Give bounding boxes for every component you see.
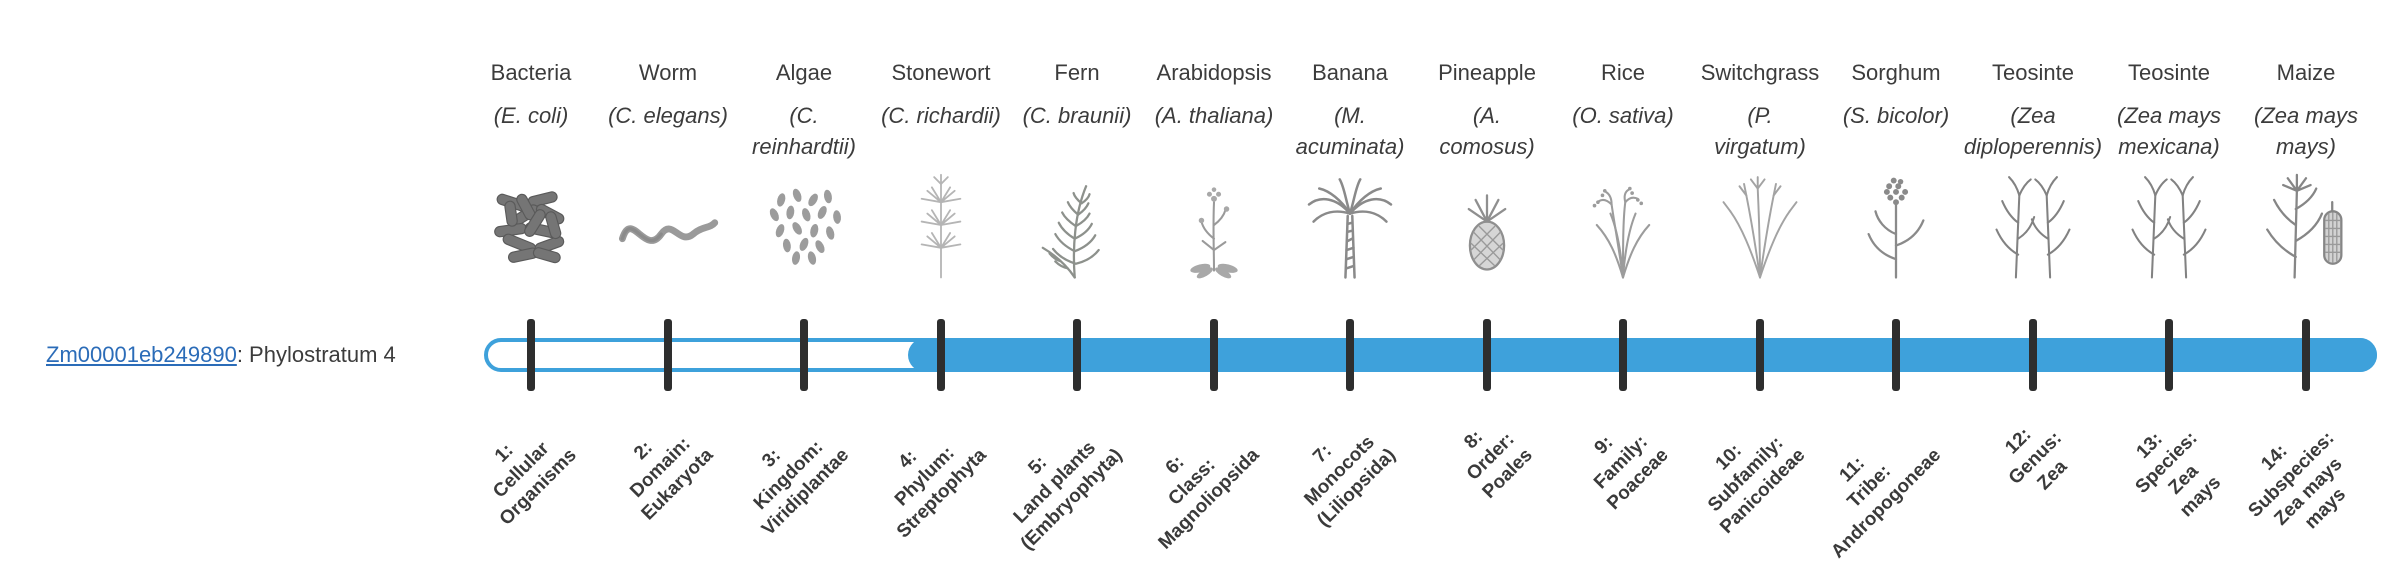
axis-tick	[1210, 319, 1218, 391]
organism-scientific-name: (P. virgatum)	[1714, 103, 1806, 159]
axis-tick	[2302, 319, 2310, 391]
organism-scientific-name: (O. sativa)	[1572, 103, 1674, 128]
organism-scientific-name: (Zea mays mexicana)	[2117, 103, 2221, 159]
arabidopsis-icon	[1188, 186, 1240, 282]
teosinte-icon	[1995, 176, 2071, 279]
organism-name: Algae	[775, 60, 833, 85]
phylostratum-label: 8: Order: Poales	[1460, 426, 1537, 503]
axis-tick	[2029, 319, 2037, 391]
phylostratum-label: 6: Class: Magnoliopsida	[1154, 444, 1264, 554]
axis-tick	[2165, 319, 2173, 391]
phylostratum-label: 13: Species: Zea mays	[2131, 427, 2226, 522]
organism-name: Banana	[1312, 60, 1388, 85]
axis-tick	[1892, 319, 1900, 391]
phylostratum-label: 12: Genus: Zea	[2000, 424, 2071, 495]
maize-icon	[2266, 173, 2343, 279]
axis-tick	[1073, 319, 1081, 391]
gene-title-text: : Phylostratum 4	[236, 342, 396, 367]
fern-icon	[1041, 185, 1100, 279]
worm-icon	[598, 168, 738, 282]
phylostratum-label: 1: Cellular Organisms	[488, 438, 581, 530]
axis-tick	[664, 319, 672, 391]
teosinte-icon	[2131, 176, 2207, 279]
organism-scientific-name: (S. bicolor)	[1842, 103, 1950, 128]
organism-scientific-name: (A. comosus)	[1439, 103, 1535, 159]
bacteria-icon	[493, 190, 567, 265]
organism-scientific-name: (E. coli)	[493, 103, 569, 128]
organism-scientific-name: (M. acuminata)	[1295, 103, 1405, 159]
phylostratum-label: 2: Domain: Eukaryota	[626, 433, 718, 525]
organism-name: Sorghum	[1851, 60, 1941, 85]
phylostratum-label: 4: Phylum: Streptophyta	[890, 442, 991, 543]
organism-name: Fern	[1054, 60, 1100, 85]
gene-title: Zm00001eb249890: Phylostratum 4	[46, 342, 396, 368]
phylostratum-label: 11: Tribe: Andropogoneae	[1827, 444, 1946, 563]
organism-scientific-name: (C. elegans)	[608, 103, 728, 128]
organism-scientific-name: (C. braunii)	[1022, 103, 1132, 128]
phylostratum-label: 5: Land plants (Embryophyta)	[1009, 437, 1127, 555]
stonewort-icon	[920, 173, 962, 279]
phylostratum-label: 14: Subspecies: Zea mays mays	[2244, 427, 2351, 534]
rice-icon	[1591, 185, 1651, 279]
axis-tick	[1756, 319, 1764, 391]
organism-name: Worm	[638, 60, 698, 85]
sorghum-icon	[1867, 176, 1925, 279]
organism-name: Teosinte	[2128, 60, 2210, 85]
organism-name: Switchgrass	[1700, 60, 1820, 85]
organism-name: Teosinte	[1992, 60, 2074, 85]
organism-name: Pineapple	[1438, 60, 1536, 85]
phylostratum-label: 9: Family: Poaceae	[1589, 431, 1673, 515]
organism-name: Arabidopsis	[1156, 60, 1272, 85]
organism-name: Stonewort	[891, 60, 991, 85]
banana-icon	[1307, 178, 1393, 279]
axis-tick	[1483, 319, 1491, 391]
organism-scientific-name: (A. thaliana)	[1154, 103, 1274, 128]
phylostratum-label: 7: Monocots (Liliopsida)	[1300, 431, 1400, 532]
organism-name: Rice	[1600, 60, 1646, 85]
organism-scientific-name: (C. richardii)	[881, 103, 1001, 128]
organism-scientific-name: (C. reinhardtii)	[752, 103, 856, 159]
organism-scientific-name: (Zea diploperennis)	[1963, 103, 2103, 159]
organism-scientific-name: (Zea mays mays)	[2254, 103, 2358, 159]
phylostratum-label: 10: Subfamily: Panicoideae	[1704, 432, 1810, 538]
switchgrass-icon	[1722, 176, 1798, 279]
axis-tick	[1346, 319, 1354, 391]
organism-name: Maize	[2276, 60, 2336, 85]
axis-tick	[800, 319, 808, 391]
axis-tick	[937, 319, 945, 391]
organism-name: Bacteria	[490, 60, 572, 85]
algae-icon	[767, 187, 842, 266]
gene-link[interactable]: Zm00001eb249890	[46, 342, 237, 367]
phylostratum-label: 3: Kingdom: Viridiplantae	[750, 436, 854, 540]
axis-tick	[527, 319, 535, 391]
pineapple-icon	[1417, 168, 1557, 282]
phylostratum-bar-fill	[908, 338, 2377, 372]
axis-tick	[1619, 319, 1627, 391]
